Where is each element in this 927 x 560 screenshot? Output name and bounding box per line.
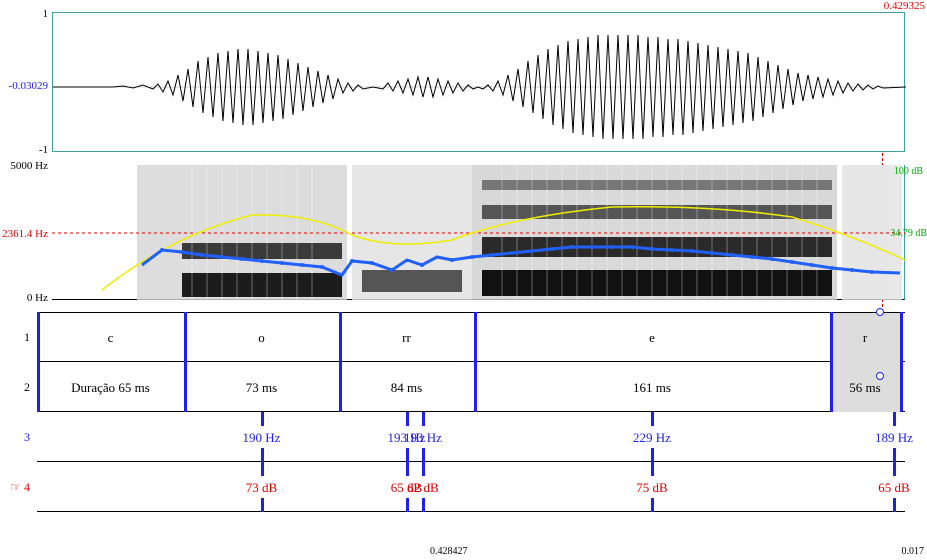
boundary[interactable] [184, 312, 187, 412]
tier4-text[interactable]: 65 dB [854, 480, 927, 496]
wave-ymin: -1 [0, 144, 48, 156]
bottom-left-time: 0.428427 [430, 546, 468, 557]
tier3-mark[interactable] [406, 412, 409, 426]
tier1-num: 1 [0, 330, 30, 345]
tier4-text[interactable]: 73 dB [222, 480, 302, 496]
tier2-text[interactable]: Duração 65 ms [37, 380, 184, 396]
bottom-right-time: 0.017 [902, 546, 925, 557]
spec-ymax: 5000 Hz [0, 160, 48, 172]
tier4[interactable] [37, 462, 905, 512]
tier3-mark[interactable] [261, 412, 264, 426]
tier3-mark[interactable] [651, 412, 654, 426]
wave-ymax: 1 [0, 8, 48, 20]
tier1-text[interactable]: rr [339, 330, 474, 346]
boundary-handle[interactable] [876, 372, 884, 380]
boundary[interactable] [900, 312, 903, 412]
tier1-text[interactable]: c [37, 330, 184, 346]
tier4-text[interactable]: 75 dB [612, 480, 692, 496]
tier2-num: 2 [0, 380, 30, 395]
tier1-text[interactable]: o [184, 330, 339, 346]
tier3-text[interactable]: 189 Hz [854, 430, 927, 446]
tier2-text[interactable]: 56 ms [830, 380, 900, 396]
boundary[interactable] [474, 312, 477, 412]
tier4-mark[interactable] [651, 462, 654, 476]
tier4-mark[interactable] [261, 462, 264, 476]
tier3-num: 3 [0, 430, 30, 445]
tier1-text[interactable]: e [474, 330, 830, 346]
tier3-mark[interactable] [893, 412, 896, 426]
boundary[interactable] [339, 312, 342, 412]
tier3-mark[interactable] [261, 448, 264, 462]
tier1-text[interactable]: r [830, 330, 900, 346]
tier3-text[interactable]: 190 Hz [222, 430, 302, 446]
tier4-text[interactable]: 62 dB [383, 480, 463, 496]
tier4-mark[interactable] [422, 462, 425, 476]
tier3[interactable] [37, 412, 905, 462]
boundary-handle[interactable] [876, 308, 884, 316]
tier3-mark[interactable] [406, 448, 409, 462]
tier2-text[interactable]: 161 ms [474, 380, 830, 396]
tier4-mark[interactable] [406, 498, 409, 512]
boundary[interactable] [830, 312, 833, 412]
tier2-text[interactable]: 84 ms [339, 380, 474, 396]
tier4-num: ☞ 4 [0, 480, 30, 495]
intensity-top: 100 dB [894, 166, 923, 177]
boundary[interactable] [37, 312, 40, 412]
intensity-cursor: 34.79 dB [890, 228, 927, 239]
praat-editor: 0.429325 1 -0.03029 -1 [0, 0, 927, 560]
tier4-mark[interactable] [406, 462, 409, 476]
cursor-time-label: 0.429325 [884, 0, 925, 12]
tier4-mark[interactable] [651, 498, 654, 512]
spec-ymin: 0 Hz [0, 292, 48, 304]
tier4-mark[interactable] [893, 462, 896, 476]
tier3-text[interactable]: 229 Hz [612, 430, 692, 446]
tier3-text[interactable]: 193 Hz [383, 430, 463, 446]
tier4-mark[interactable] [422, 498, 425, 512]
tier2-text[interactable]: 73 ms [184, 380, 339, 396]
spec-cursor-hz: 2361.4 Hz [0, 228, 48, 240]
tier3-mark[interactable] [422, 448, 425, 462]
tier4-mark[interactable] [893, 498, 896, 512]
wave-yzero: -0.03029 [0, 80, 48, 92]
tier4-mark[interactable] [261, 498, 264, 512]
tier3-mark[interactable] [651, 448, 654, 462]
spectrogram-panel[interactable] [52, 165, 905, 300]
waveform-panel[interactable] [52, 12, 905, 152]
tier3-mark[interactable] [893, 448, 896, 462]
tier3-mark[interactable] [422, 412, 425, 426]
